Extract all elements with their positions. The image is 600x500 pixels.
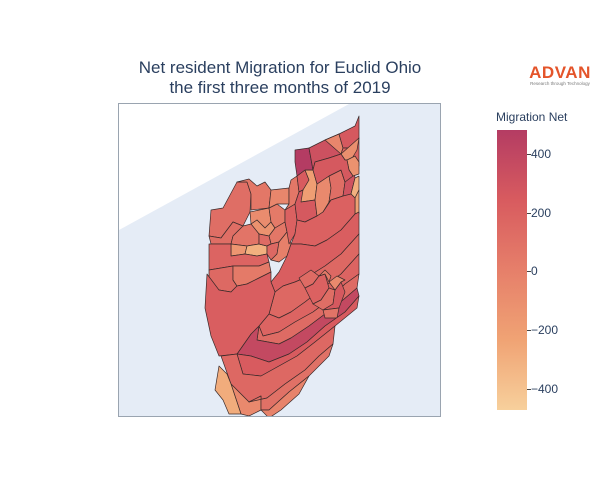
- map-region-6[interactable]: [268, 187, 290, 209]
- map-region-33[interactable]: [312, 153, 354, 185]
- map-region-49[interactable]: [322, 307, 340, 319]
- chart-title-line-2: the first three months of 2019: [169, 78, 391, 97]
- choropleth-map[interactable]: [118, 103, 441, 417]
- map-canvas[interactable]: [119, 104, 441, 417]
- map-region-15[interactable]: [258, 233, 272, 247]
- map-region-55[interactable]: [214, 365, 242, 415]
- chart-title: Net resident Migration for Euclid Ohio t…: [100, 58, 460, 98]
- colorbar-title: Migration Net: [496, 110, 568, 124]
- logo-wordmark: ADVAN: [529, 63, 591, 82]
- colorbar-tick-mark: [527, 389, 531, 391]
- map-region-54[interactable]: [260, 375, 310, 417]
- colorbar: [497, 130, 527, 410]
- lake-erie-water: [119, 104, 349, 230]
- colorbar-tick-label: −200: [531, 323, 559, 338]
- colorbar-tick-mark: [527, 330, 531, 332]
- colorbar-tick-label: −400: [531, 382, 559, 397]
- colorbar-tick-mark: [527, 271, 531, 273]
- logo-tagline: Research through Technology: [530, 81, 590, 86]
- map-regions[interactable]: [204, 115, 360, 417]
- colorbar-gradient: [497, 130, 527, 410]
- colorbar-tick-label: 400: [531, 146, 552, 161]
- colorbar-tick-label: 200: [531, 205, 552, 220]
- map-region-48[interactable]: [318, 269, 332, 283]
- colorbar-tick-label: 0: [531, 264, 538, 279]
- colorbar-tick-mark: [527, 153, 531, 155]
- chart-title-line-1: Net resident Migration for Euclid Ohio: [138, 58, 422, 77]
- advan-logo: ADVAN Research through Technology: [525, 64, 595, 87]
- map-region-47[interactable]: [328, 275, 346, 291]
- map-region-42[interactable]: [204, 271, 276, 357]
- colorbar-tick-mark: [527, 212, 531, 214]
